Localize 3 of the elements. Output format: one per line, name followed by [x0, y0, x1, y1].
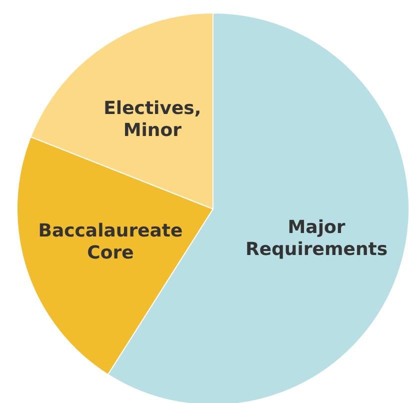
slice-label: Electives, Minor — [104, 98, 202, 141]
slice-label: Major Requirements — [245, 216, 388, 260]
slice-label: Baccalaureate Core — [38, 220, 183, 264]
